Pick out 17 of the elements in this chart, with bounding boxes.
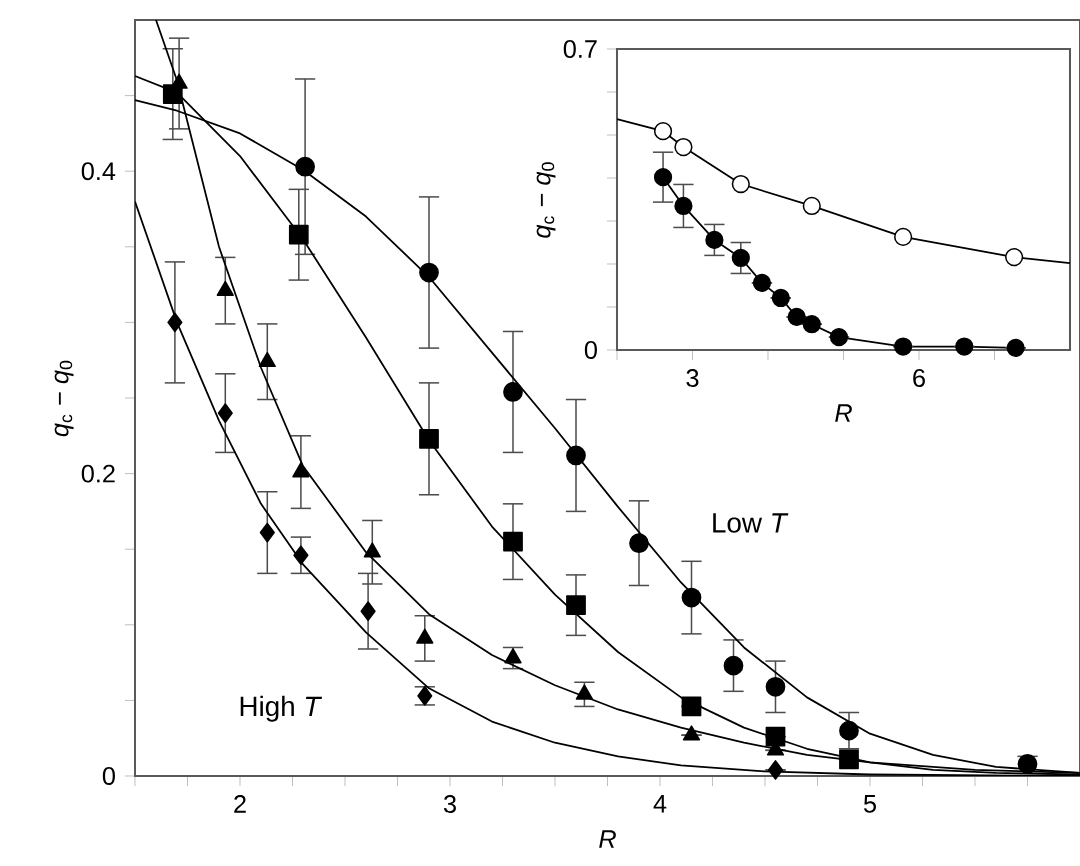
y-axis-title: q$_{c}$ − q$_{0}$ [54,360,74,437]
x-tick-label: 2 [234,795,246,813]
x-axis-title: R [599,830,616,848]
y-tick-label: 0 [102,767,115,785]
x-tick-label: 5 [863,795,876,813]
annotation: Low T [713,513,789,533]
x-axis-title: R [835,404,852,422]
y-tick-label: 0.7 [563,40,597,58]
y-axis-title: q$_{c}$ − q$_{0}$ [536,162,556,238]
annotation: High T [240,695,323,722]
x-tick-label: 6 [913,369,925,387]
y-tick-label: 0.4 [81,162,116,181]
y-tick-label: 0 [584,341,597,359]
y-tick-label: 0.2 [81,464,115,483]
x-tick-label: 4 [653,795,667,813]
x-tick-label: 3 [686,369,699,387]
x-tick-label: 3 [443,795,456,813]
